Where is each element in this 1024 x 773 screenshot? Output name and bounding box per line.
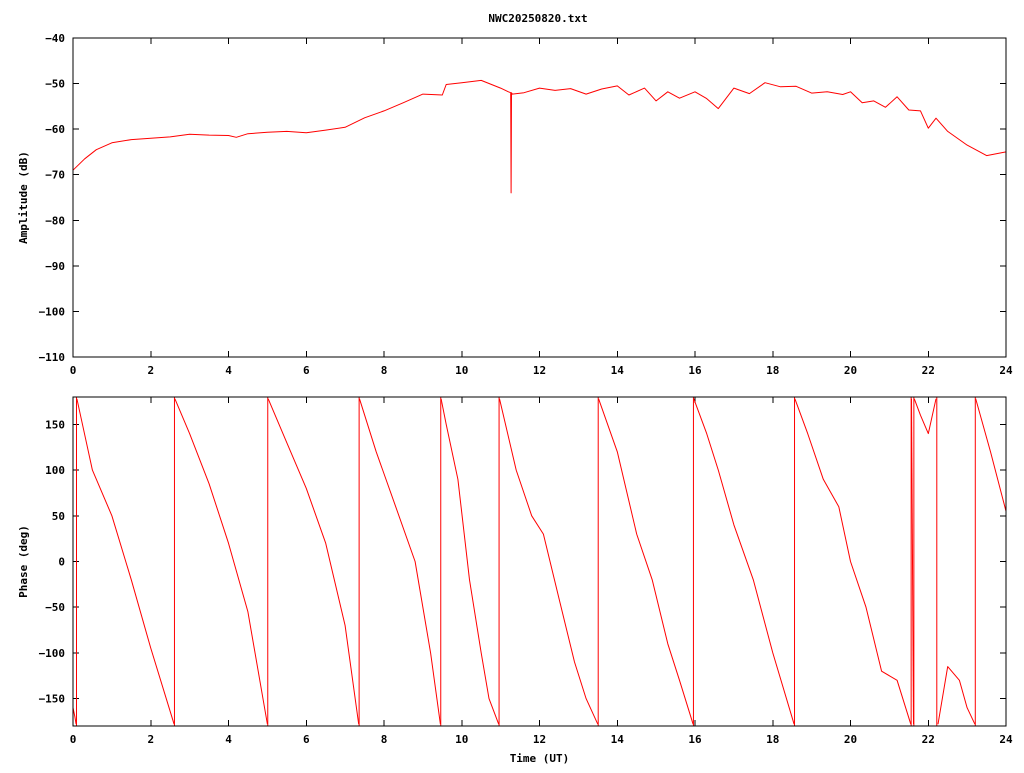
y-tick-label: −70 <box>45 169 65 182</box>
phase-line-segment <box>913 398 937 435</box>
amplitude-line <box>72 79 1007 194</box>
amplitude-series <box>72 79 1007 194</box>
phase-line-segment <box>267 398 360 725</box>
x-tick-label: 20 <box>844 364 857 377</box>
x-tick-label: 4 <box>225 364 232 377</box>
x-tick-label: 18 <box>766 364 779 377</box>
x-tick-label: 22 <box>922 733 935 746</box>
x-tick-label: 12 <box>533 733 546 746</box>
amplitude-ticks: 0 2 4 6 8 10 12 14 16 18 20 22 24−110−100−90−80−70−6… <box>39 32 1013 377</box>
phase-series <box>72 397 1007 726</box>
x-tick-label: 16 <box>688 733 702 746</box>
x-tick-label: 24 <box>999 364 1013 377</box>
x-tick-label: 24 <box>999 733 1013 746</box>
y-tick-label: −90 <box>45 260 65 273</box>
x-tick-label: 14 <box>611 733 625 746</box>
phase-panel: 0 2 4 6 8 10 12 14 16 18 20 22 24−150−100−5005010015… <box>17 396 1013 765</box>
x-tick-label: 20 <box>844 733 857 746</box>
phase-y-axis-label: Phase (deg) <box>17 525 30 598</box>
x-tick-label: 18 <box>766 733 779 746</box>
phase-line-segment <box>76 398 175 725</box>
x-tick-label: 14 <box>611 364 625 377</box>
y-tick-label: −80 <box>45 214 65 227</box>
phase-line-segment <box>598 398 694 725</box>
x-tick-label: 4 <box>225 733 232 746</box>
y-tick-label: −100 <box>39 647 66 660</box>
phase-line-segment <box>174 398 268 725</box>
phase-line-segment <box>937 666 976 725</box>
x-tick-label: 12 <box>533 364 546 377</box>
x-tick-label: 6 <box>303 733 310 746</box>
y-tick-label: −50 <box>45 78 65 91</box>
phase-plot-frame <box>72 396 1007 727</box>
phase-line-segment <box>499 398 599 725</box>
y-tick-label: 0 <box>58 556 65 569</box>
y-tick-label: −50 <box>45 601 65 614</box>
x-tick-label: 0 <box>70 733 77 746</box>
phase-line-segment <box>440 398 500 725</box>
phase-line-segment <box>693 398 795 725</box>
phase-line-segment <box>911 398 914 725</box>
y-tick-label: 50 <box>52 510 65 523</box>
x-tick-label: 8 <box>381 364 388 377</box>
x-tick-label: 0 <box>70 364 77 377</box>
phase-line-segment <box>359 398 441 725</box>
y-tick-label: 150 <box>45 418 65 431</box>
y-tick-label: −150 <box>39 693 66 706</box>
y-tick-label: −110 <box>39 351 66 364</box>
x-tick-label: 10 <box>455 733 468 746</box>
x-tick-label: 16 <box>688 364 702 377</box>
phase-line-segment <box>794 398 912 725</box>
x-tick-label: 8 <box>381 733 388 746</box>
x-tick-label: 10 <box>455 364 468 377</box>
phase-x-axis-label: Time (UT) <box>510 752 570 765</box>
amplitude-panel: 0 2 4 6 8 10 12 14 16 18 20 22 24−110−100−90−80−70−6… <box>17 32 1013 377</box>
chart-title: NWC20250820.txt <box>488 12 587 25</box>
x-tick-label: 6 <box>303 364 310 377</box>
x-tick-label: 2 <box>147 733 154 746</box>
y-tick-label: 100 <box>45 464 65 477</box>
phase-ticks: 0 2 4 6 8 10 12 14 16 18 20 22 24−150−100−5005010015… <box>39 397 1013 746</box>
phase-line-segment <box>72 707 77 725</box>
phase-line-segment <box>975 398 1007 512</box>
y-tick-label: −100 <box>39 305 66 318</box>
amplitude-plot-frame <box>72 37 1007 358</box>
x-tick-label: 2 <box>147 364 154 377</box>
x-tick-label: 22 <box>922 364 935 377</box>
y-tick-label: −40 <box>45 32 65 45</box>
amplitude-y-axis-label: Amplitude (dB) <box>17 151 30 244</box>
y-tick-label: −60 <box>45 123 65 136</box>
